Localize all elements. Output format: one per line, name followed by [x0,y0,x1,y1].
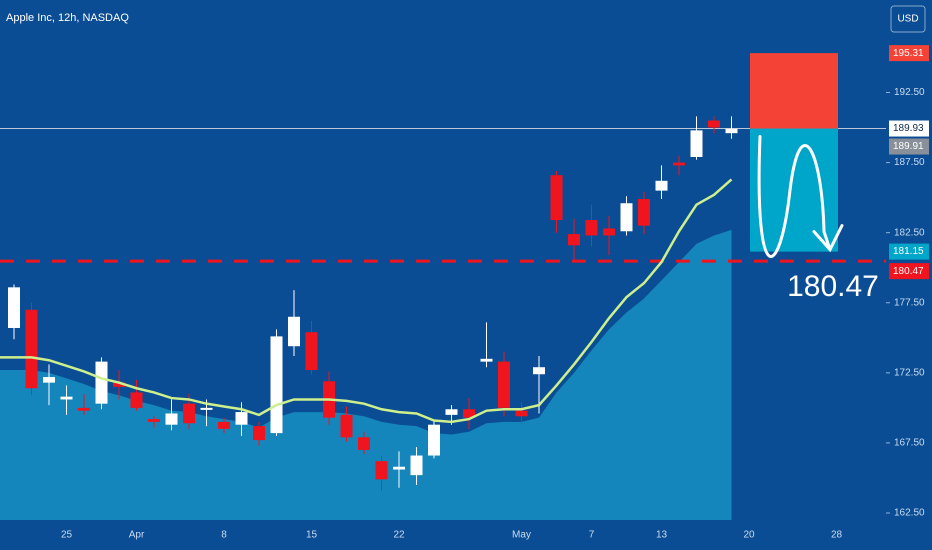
price-tag [889,243,929,260]
candle-body [60,396,73,400]
candle-body [585,220,598,236]
y-tick-label: 162.50 [894,508,925,519]
price-tag [889,45,929,62]
y-tick-label: 182.50 [894,227,925,238]
candle-body [550,175,563,221]
currency-button[interactable] [890,5,926,33]
candle-body [43,377,55,383]
candle-body [358,437,370,450]
candle-body [78,407,90,411]
x-tick-label: 25 [61,530,73,541]
price-tag-label: 195.31 [893,48,924,59]
y-tick-label: 192.50 [894,87,925,98]
candle-body [463,409,475,418]
candle-body [410,455,423,476]
candle-body [480,358,493,362]
plot: 162.50 167.50 172.50 177.50 182.50 187.50 192.… [0,45,929,541]
candle-body [8,287,20,328]
candle-body [725,128,738,134]
candle-body [130,392,143,408]
candle-body [288,316,300,347]
price-tag-label: 180.47 [893,266,924,277]
candle-body [253,426,265,441]
price-tag-label: 181.15 [893,246,924,257]
candle-body [515,410,528,417]
candle-body [25,309,38,389]
moving-average [0,178,733,424]
candle-body [708,120,720,128]
x-tick-label: 15 [306,530,318,541]
candle-body [235,412,248,425]
price-tag [889,138,929,155]
x-tick-label: 7 [589,530,595,541]
candle-body [218,421,230,429]
candle-body [498,361,510,408]
candle-body [655,180,668,191]
candle-body [165,413,178,425]
candle-body [148,419,160,422]
candle-body [673,162,685,166]
price-tag [889,120,929,137]
x-tick-label: Apr [129,530,145,541]
candle-body [270,336,283,434]
y-tick-label: 187.50 [894,157,925,168]
area [0,229,732,520]
candle-body [113,382,125,387]
candle-body [603,228,615,236]
y-tick-label: 177.50 [894,297,925,308]
x-tick-label: 28 [831,530,843,541]
candle-body [183,403,195,424]
currency-label: USD [897,14,918,25]
drawn-arrow [757,135,844,258]
candle-body [620,203,633,232]
x-tick-label: 8 [221,530,227,541]
candle-body [393,466,405,470]
candle-body [445,409,458,415]
candle-body [428,424,440,456]
candle-body [375,461,388,480]
price-tag-label: 189.91 [893,141,924,152]
target-label: 180.47 [787,270,879,303]
y-tick-label: 172.50 [894,367,925,378]
x-tick-label: 20 [743,530,755,541]
x-tick-label: 13 [656,530,668,541]
price-tag-label: 189.93 [893,123,924,134]
candle-body [568,234,580,246]
candle-body [95,361,108,404]
candle-body [638,199,650,226]
chart-title: Apple Inc, 12h, NASDAQ [6,12,129,24]
candle-body [533,367,545,375]
candle-body [340,414,353,438]
x-tick-label: 22 [393,530,405,541]
candle-body [690,130,703,157]
candle-body [200,407,213,410]
x-tick-label: May [512,530,531,541]
stop-zone [750,53,838,129]
price-tag [889,263,929,280]
candle-body [305,332,318,371]
y-tick-label: 167.50 [894,438,925,449]
